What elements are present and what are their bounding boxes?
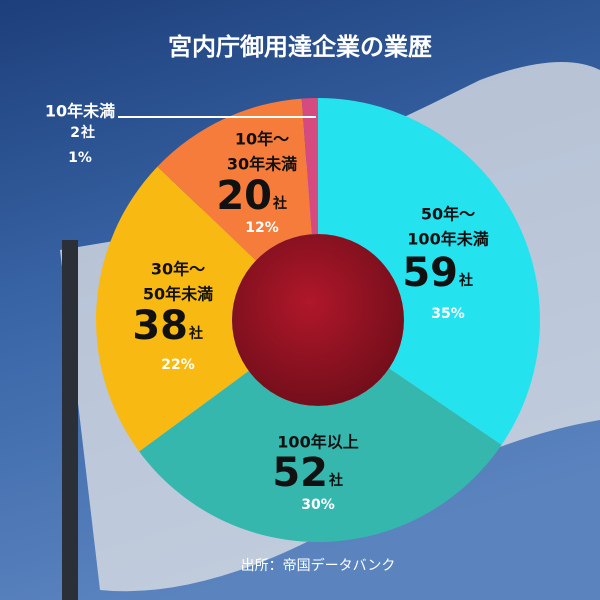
value-label: 2 <box>70 125 80 141</box>
percent-label: 1% <box>68 150 92 166</box>
donut-slice <box>318 98 540 445</box>
category-label: 100年以上 <box>277 433 358 452</box>
percent-label: 22% <box>161 357 195 373</box>
source: 出所：帝国データバンク <box>241 557 396 574</box>
flag-pole <box>62 240 78 600</box>
percent-label: 12% <box>245 220 279 236</box>
value-label: 20 <box>216 173 272 219</box>
donut-slice <box>157 98 312 261</box>
value-label: 52 <box>272 450 328 496</box>
value-label: 38 <box>132 303 188 349</box>
category-label: 10年未満 <box>45 102 115 121</box>
unit-label: 社 <box>458 272 473 289</box>
donut-slice <box>301 98 318 235</box>
percent-label: 35% <box>431 306 465 322</box>
chart-title: 宮内庁御用達企業の業歴 <box>168 33 432 61</box>
unit-label: 社 <box>328 472 343 489</box>
donut-slice <box>139 368 502 542</box>
donut-hole <box>232 234 404 406</box>
category-label: 100年未満 <box>407 230 488 249</box>
category-label: 10年〜 <box>235 130 289 149</box>
unit-label: 社 <box>80 124 95 141</box>
category-label: 50年〜 <box>421 205 475 224</box>
donut-slice <box>95 166 256 452</box>
percent-label: 30% <box>301 497 335 513</box>
value-label: 59 <box>402 250 458 296</box>
category-label: 30年〜 <box>151 260 205 279</box>
category-label: 30年未満 <box>227 155 297 174</box>
category-label: 50年未満 <box>143 285 213 304</box>
unit-label: 社 <box>188 325 203 342</box>
unit-label: 社 <box>272 195 287 212</box>
